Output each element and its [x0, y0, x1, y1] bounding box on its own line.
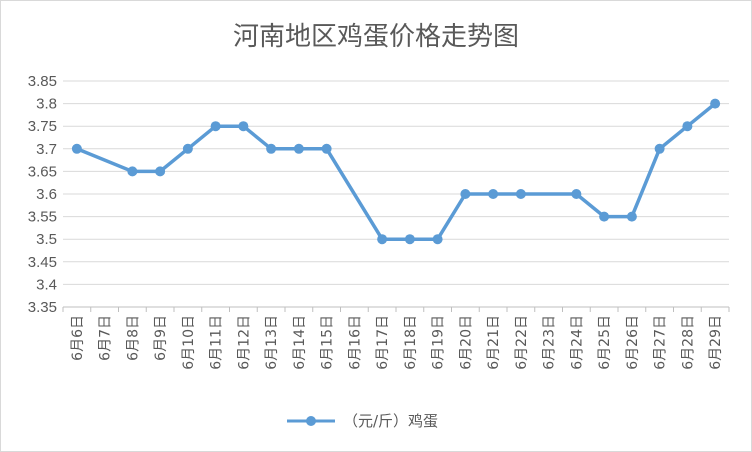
- x-tick-label: 6月17日: [375, 315, 391, 370]
- x-tick-label: 6月12日: [236, 315, 252, 370]
- data-point: [488, 189, 499, 199]
- data-point: [293, 143, 304, 154]
- y-tick-label: 3.75: [28, 118, 57, 135]
- x-tick-label: 6月8日: [125, 315, 141, 361]
- x-tick-label: 6月26日: [625, 315, 641, 370]
- legend-point-marker: [306, 416, 316, 426]
- data-point: [238, 121, 249, 132]
- y-tick-label: 3.4: [36, 276, 57, 293]
- x-tick-label: 6月29日: [708, 315, 724, 370]
- legend: （元/斤）鸡蛋: [287, 412, 438, 430]
- x-tick-label: 6月22日: [514, 315, 530, 370]
- data-point: [432, 234, 443, 245]
- y-tick-label: 3.8: [36, 96, 57, 113]
- x-tick-label: 6月10日: [181, 315, 197, 370]
- data-point: [377, 234, 388, 245]
- x-tick-label: 6月18日: [403, 315, 419, 370]
- y-tick-label: 3.7: [36, 141, 57, 158]
- data-point: [460, 189, 471, 199]
- x-tick-label: 6月25日: [597, 315, 613, 370]
- data-point: [127, 166, 138, 177]
- y-tick-label: 3.45: [28, 254, 57, 271]
- x-tick-label: 6月27日: [653, 315, 669, 370]
- data-point: [155, 166, 166, 177]
- x-tick-label: 6月19日: [431, 315, 447, 370]
- y-axis: 3.35 3.4 3.45 3.5 3.55 3.6 3.65 3.7 3.75 3.8 3.85: [28, 73, 57, 316]
- x-tick-label: 6月13日: [264, 315, 280, 370]
- legend-label: （元/斤）鸡蛋: [343, 412, 438, 430]
- data-point: [321, 143, 332, 154]
- chart-title: 河南地区鸡蛋价格走势图: [233, 22, 519, 52]
- x-tick-label: 6月11日: [209, 315, 225, 370]
- y-tick-label: 3.55: [28, 209, 57, 226]
- y-tick-label: 3.35: [28, 299, 57, 316]
- x-tick-label: 6月15日: [320, 315, 336, 370]
- data-point: [266, 143, 277, 154]
- x-tick-label: 6月24日: [569, 315, 585, 370]
- data-point: [71, 143, 82, 154]
- y-tick-label: 3.5: [36, 231, 57, 248]
- x-tick-label: 6月14日: [292, 315, 308, 370]
- data-point: [599, 211, 610, 222]
- data-point: [210, 121, 221, 132]
- x-tick-label: 6月28日: [680, 315, 696, 370]
- x-tick-label: 6月21日: [486, 315, 502, 370]
- y-tick-label: 3.6: [36, 186, 57, 203]
- x-tick-label: 6月16日: [347, 315, 363, 370]
- data-point: [654, 143, 665, 154]
- x-tick-label: 6月7日: [98, 315, 114, 361]
- x-axis: 6月6日 6月7日 6月8日 6月9日 6月10日 6月11日 6月12日 6月13日 6月14…: [62, 306, 730, 370]
- y-tick-label: 3.65: [28, 163, 57, 180]
- data-point: [682, 121, 693, 132]
- x-tick-label: 6月6日: [70, 315, 86, 361]
- y-tick-label: 3.85: [28, 73, 57, 90]
- x-tick-label: 6月23日: [542, 315, 558, 370]
- series-layer: [71, 98, 721, 245]
- data-point: [515, 189, 526, 199]
- data-point: [710, 98, 721, 109]
- data-point: [626, 211, 637, 222]
- data-point: [404, 234, 415, 245]
- data-point: [182, 143, 193, 154]
- data-point: [571, 189, 582, 199]
- x-tick-label: 6月20日: [458, 315, 474, 370]
- gridlines: [63, 80, 729, 308]
- x-tick-label: 6月9日: [153, 315, 169, 361]
